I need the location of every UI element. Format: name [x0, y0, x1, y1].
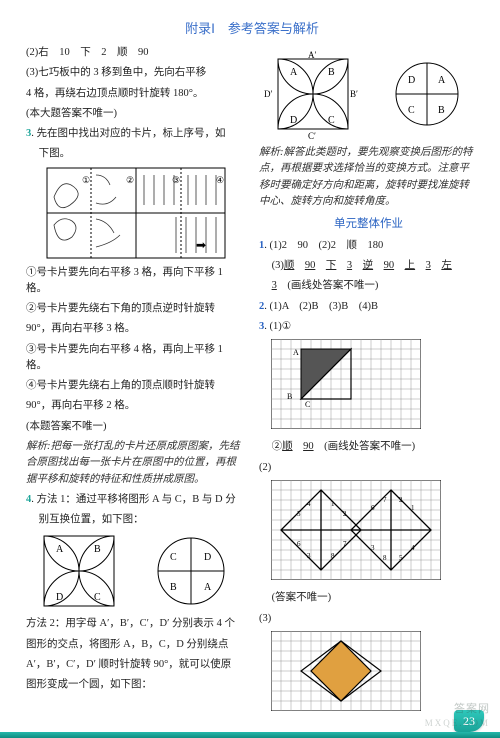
- svg-text:C: C: [94, 592, 101, 603]
- svg-text:8: 8: [331, 552, 335, 560]
- watermark: 答案网: [454, 700, 490, 716]
- text-line: 下图。: [26, 146, 245, 162]
- svg-text:7: 7: [383, 496, 387, 504]
- svg-text:B: B: [94, 544, 101, 555]
- bullet: ①号卡片要先向右平移 3 格，再向下平移 1 格。: [26, 265, 245, 298]
- svg-text:2: 2: [343, 510, 347, 518]
- figure-grid-3: [271, 631, 478, 717]
- svg-text:5: 5: [297, 510, 301, 518]
- answer-1: 1. (1)2 90 (2)2 顺 180: [259, 238, 478, 254]
- svg-text:6: 6: [297, 540, 301, 548]
- text-line: 别互换位置，如下图：: [26, 512, 245, 528]
- text: . (1)2 90 (2)2 顺 180: [264, 240, 383, 251]
- svg-text:6: 6: [371, 504, 375, 512]
- svg-text:②: ②: [126, 175, 134, 185]
- text: . 先在图中找出对应的卡片，标上序号，如: [31, 128, 225, 139]
- svg-text:C: C: [328, 115, 335, 126]
- bullet: ④号卡片要先绕右上角的顶点顺时针旋转: [26, 378, 245, 394]
- text-line: 图形的交点，将图形 A，B，C，D 分别绕点: [26, 637, 245, 653]
- svg-text:B: B: [438, 105, 445, 116]
- bullet: 90°，再向右平移 2 格。: [26, 398, 245, 414]
- analysis-block: 解析:把每一张打乱的卡片还原成原图案，先结合原图找出每一张卡片在原图中的位置，再…: [26, 439, 245, 488]
- answer-3: 3. (1)①: [259, 319, 478, 335]
- question-4-line1: 4. 方法 1：通过平移将图形 A 与 C，B 与 D 分: [26, 492, 245, 508]
- text-line: (3)七巧板中的 3 移到鱼中，先向右平移: [26, 65, 245, 81]
- text-line: 4 格，再绕右边顶点顺时针旋转 180°。: [26, 86, 245, 102]
- svg-text:A′: A′: [308, 50, 316, 60]
- svg-text:C: C: [170, 552, 177, 563]
- text-line: A′，B′，C′，D′ 顺时针旋转 90°，就可以使原: [26, 657, 245, 673]
- svg-text:③: ③: [172, 175, 180, 185]
- analysis-block: 解析:解答此类题时，要先观察变换后图形的特点，再根据要求选择恰当的变换方式。注意…: [259, 145, 478, 210]
- text-line: 图形变成一个圆，如下图：: [26, 677, 245, 693]
- text: . 方法 1：通过平移将图形 A 与 C，B 与 D 分: [31, 494, 235, 505]
- left-column: (2)右 10 下 2 顺 90 (3)七巧板中的 3 移到鱼中，先向右平移 4…: [26, 45, 245, 728]
- svg-text:D: D: [408, 75, 415, 86]
- svg-text:B: B: [328, 67, 335, 78]
- question-3-line1: 3. 先在图中找出对应的卡片，标上序号，如: [26, 126, 245, 142]
- figure-panda-grid: ① ② ③ ④ ➡: [26, 167, 245, 259]
- svg-text:①: ①: [82, 175, 90, 185]
- svg-text:D: D: [56, 592, 63, 603]
- figure-top-right: A B D C A′ B′ C′ D′ D A: [259, 49, 478, 139]
- svg-text:A: A: [290, 67, 298, 78]
- bullet: ③号卡片要先向右平移 4 格，再向上平移 1 格。: [26, 342, 245, 375]
- watermark-url: MXQE.COM: [425, 718, 490, 728]
- bullet: ②号卡片要先绕右下角的顶点逆时针旋转: [26, 301, 245, 317]
- svg-text:D′: D′: [264, 89, 272, 99]
- bullet: 90°，再向右平移 3 格。: [26, 321, 245, 337]
- content-columns: (2)右 10 下 2 顺 90 (3)七巧板中的 3 移到鱼中，先向右平移 4…: [26, 45, 478, 728]
- svg-text:A: A: [56, 544, 64, 555]
- text-line: 方法 2：用字母 A′，B′，C′，D′ 分别表示 4 个: [26, 616, 245, 632]
- svg-text:7: 7: [343, 540, 347, 548]
- answer-1-3b: 3 (画线处答案不唯一): [259, 278, 478, 294]
- bottom-bar: [0, 732, 500, 738]
- svg-text:1: 1: [331, 500, 335, 508]
- unit-title: 单元整体作业: [259, 216, 478, 234]
- svg-text:B: B: [170, 582, 177, 593]
- note-line: (答案不唯一): [259, 590, 478, 606]
- page: 附录Ⅰ 参考答案与解析 (2)右 10 下 2 顺 90 (3)七巧板中的 3 …: [0, 0, 500, 738]
- text-line: (本大题答案不唯一): [26, 106, 245, 122]
- answer-1-3: (3)顺 90 下 3 逆 90 上 3 左: [259, 258, 478, 274]
- text: . (1)①: [264, 321, 291, 332]
- svg-text:5: 5: [399, 554, 403, 562]
- svg-text:B′: B′: [350, 89, 358, 99]
- text-line: (2)右 10 下 2 顺 90: [26, 45, 245, 61]
- answer-2: 2. (1)A (2)B (3)B (4)B: [259, 299, 478, 315]
- svg-text:A: A: [204, 582, 212, 593]
- svg-text:8: 8: [383, 554, 387, 562]
- svg-text:B: B: [287, 392, 292, 401]
- analysis-label: 解析:: [26, 441, 51, 452]
- svg-text:1: 1: [411, 504, 415, 512]
- svg-text:C: C: [305, 400, 310, 409]
- svg-text:4: 4: [307, 500, 311, 508]
- answer-3-3p: (3): [259, 611, 478, 627]
- analysis-text: 解答此类题时，要先观察变换后图形的特点，再根据要求选择恰当的变换方式。注意平移时…: [259, 147, 473, 207]
- svg-text:3: 3: [371, 544, 375, 552]
- svg-text:➡: ➡: [196, 238, 206, 252]
- svg-text:A: A: [438, 75, 446, 86]
- svg-text:4: 4: [411, 544, 415, 552]
- figure-method1: A B D C C D B A: [26, 532, 245, 610]
- svg-text:3: 3: [307, 552, 311, 560]
- figure-grid-1: A B C: [271, 339, 478, 435]
- text: . (1)A (2)B (3)B (4)B: [264, 301, 378, 312]
- answer-3-2: ②顺 90 (画线处答案不唯一): [259, 439, 478, 455]
- svg-text:C′: C′: [308, 131, 316, 139]
- analysis-label: 解析:: [259, 147, 284, 158]
- bullet: (本题答案不唯一): [26, 419, 245, 435]
- analysis-text: 把每一张打乱的卡片还原成原图案，先结合原图找出每一张卡片在原图中的位置，再根据平…: [26, 441, 240, 485]
- svg-text:C: C: [408, 105, 415, 116]
- svg-text:2: 2: [399, 496, 403, 504]
- right-column: A B D C A′ B′ C′ D′ D A: [259, 45, 478, 728]
- answer-3-2p: (2): [259, 460, 478, 476]
- svg-text:④: ④: [216, 175, 224, 185]
- svg-text:D: D: [290, 115, 297, 126]
- svg-text:D: D: [204, 552, 211, 563]
- figure-grid-2: 54 12 78 63 67 21 45 83: [271, 480, 478, 586]
- svg-text:A: A: [293, 348, 299, 357]
- page-header: 附录Ⅰ 参考答案与解析: [26, 18, 478, 37]
